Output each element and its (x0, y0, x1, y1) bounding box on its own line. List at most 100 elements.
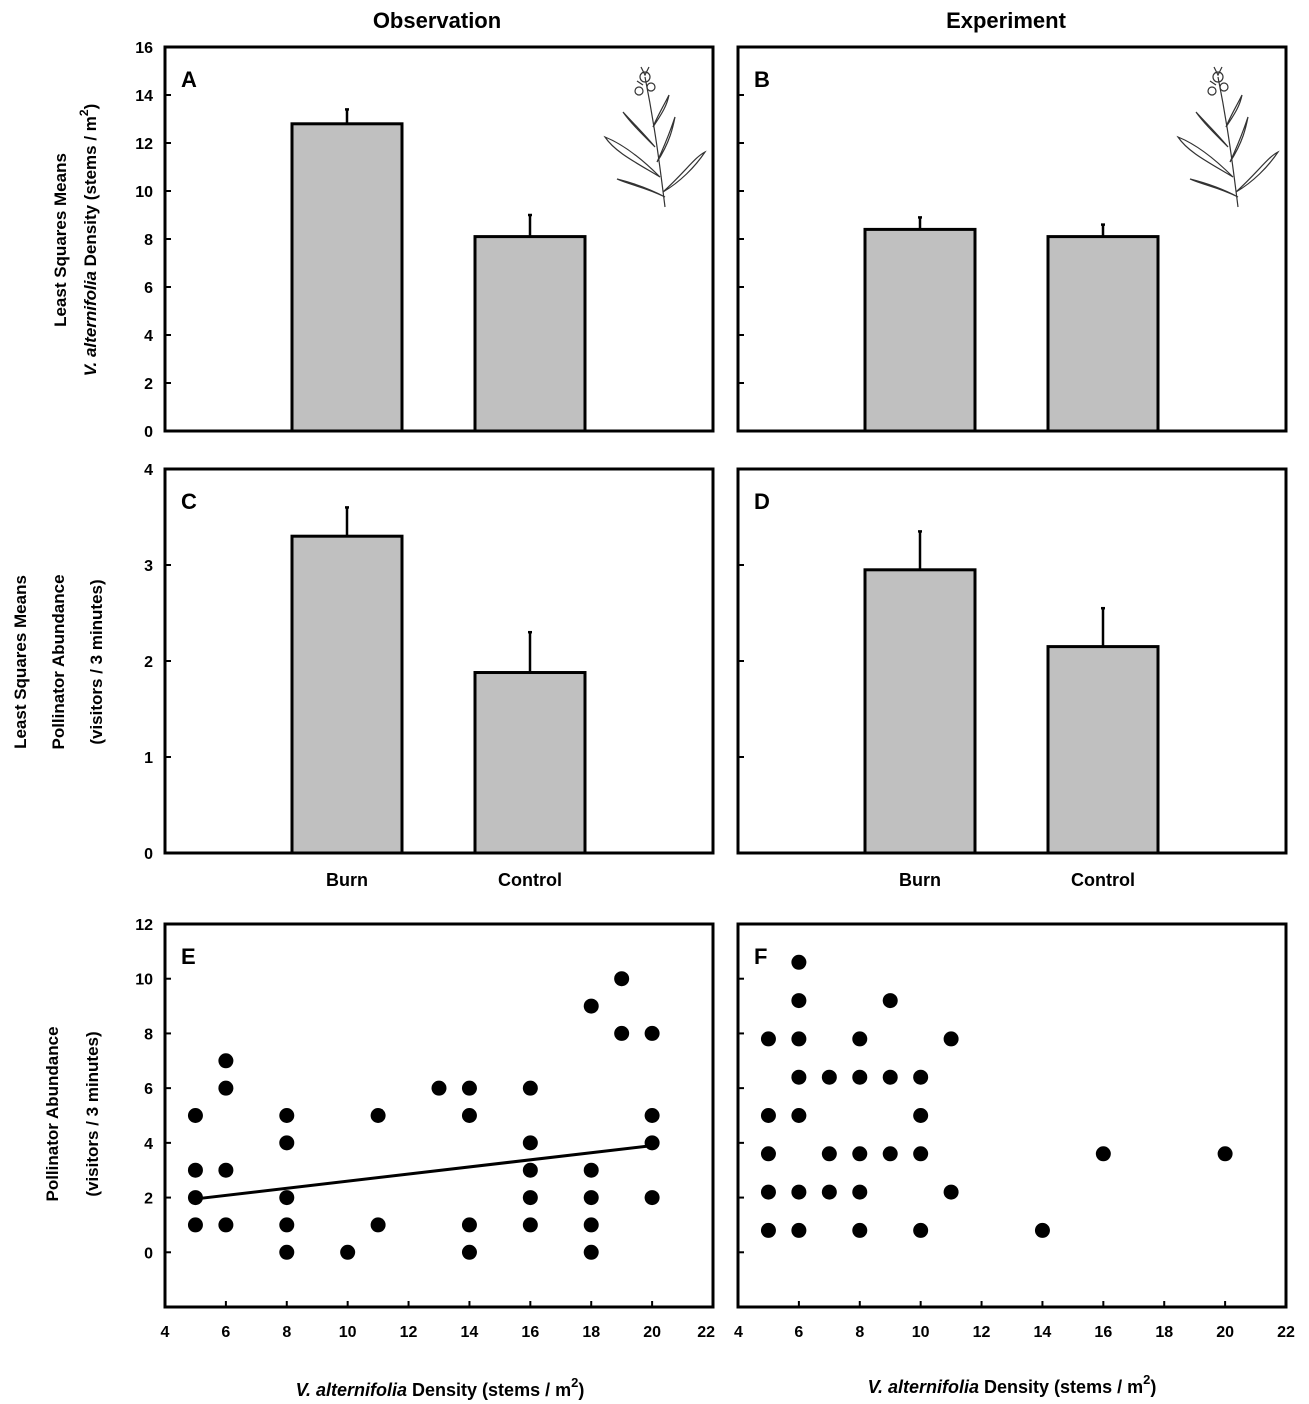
data-point (218, 1162, 234, 1178)
data-point (760, 1222, 776, 1238)
data-point (821, 1146, 837, 1162)
data-point (461, 1108, 477, 1123)
data-point (644, 1190, 660, 1206)
bar-burn (863, 227, 977, 433)
panel-label: A (181, 67, 197, 92)
x-tick-label: 14 (1034, 1324, 1052, 1341)
y-tick-label: 12 (135, 136, 153, 153)
data-point (791, 1069, 807, 1085)
x-tick-label: 4 (734, 1324, 743, 1341)
y-tick-label: 10 (135, 972, 153, 989)
data-point (583, 1162, 599, 1178)
data-point (791, 1031, 807, 1047)
bar-burn (863, 568, 977, 855)
plot-frame (736, 922, 1288, 1309)
y-tick-label: 6 (144, 1081, 153, 1098)
panel-e: E 0 2 4 6 8 10 12 4 6 8 10 12 14 16 18 20 22 (135, 917, 715, 1341)
data-point (522, 1190, 538, 1206)
x-tick-label: 14 (461, 1324, 479, 1341)
panel-label: E (181, 944, 196, 969)
data-point (583, 1217, 599, 1233)
bar-burn (290, 122, 404, 433)
y-tick-label: 2 (144, 1191, 153, 1208)
y-tick-label: 4 (144, 1136, 153, 1153)
y-tick-label: 4 (144, 462, 153, 479)
data-point (760, 1031, 776, 1047)
data-point (760, 1184, 776, 1200)
panel-d: D Burn Control (736, 467, 1288, 890)
column-title-experiment: Experiment (946, 8, 1066, 33)
y-tick-label: 3 (144, 558, 153, 575)
data-point (279, 1135, 295, 1151)
x-tick-label: 18 (1155, 1324, 1173, 1341)
data-point (644, 1108, 660, 1123)
y-tick-label: 10 (135, 184, 153, 201)
data-point (913, 1146, 929, 1162)
panel-b: B (736, 45, 1288, 433)
x-tick-label: 20 (1216, 1324, 1234, 1341)
data-point (583, 1190, 599, 1206)
data-point (461, 1244, 477, 1260)
category-label: Burn (899, 870, 941, 890)
panel-c: C 0 1 2 3 4 Burn Control (144, 462, 715, 890)
data-point (760, 1108, 776, 1123)
data-point (852, 1146, 868, 1162)
data-point (882, 1069, 898, 1085)
plot-frame (163, 45, 715, 433)
y-tick-label: 0 (144, 846, 153, 863)
data-point (644, 1025, 660, 1041)
data-point (187, 1162, 203, 1178)
data-point (187, 1217, 203, 1233)
category-label: Control (498, 870, 562, 890)
x-label-close: ) (578, 1380, 584, 1400)
data-point (821, 1184, 837, 1200)
y-tick-label: 8 (144, 232, 153, 249)
y-label-pollinator-means: Least Squares Means Pollinator Abundance… (11, 574, 106, 749)
x-tick-label: 18 (582, 1324, 600, 1341)
data-point (583, 998, 599, 1014)
data-point (791, 1108, 807, 1123)
data-point (279, 1217, 295, 1233)
x-tick-label: 12 (973, 1324, 991, 1341)
bar-control (1046, 235, 1160, 433)
x-label-species-f: V. alternifolia (868, 1377, 979, 1397)
y-tick-label: 12 (135, 917, 153, 934)
data-point (791, 993, 807, 1009)
x-tick-label: 20 (643, 1324, 661, 1341)
panel-label: D (754, 489, 770, 514)
y-tick-label: 1 (144, 750, 153, 767)
x-label-species: V. alternifolia (296, 1380, 407, 1400)
category-label: Control (1071, 870, 1135, 890)
x-label-close-f: ) (1150, 1377, 1156, 1397)
x-label-sup: 2 (571, 1375, 578, 1390)
data-point (461, 1080, 477, 1096)
data-point (218, 1080, 234, 1096)
bar-control (1046, 645, 1160, 855)
data-point (913, 1222, 929, 1238)
data-point (821, 1069, 837, 1085)
column-title-observation: Observation (373, 8, 501, 33)
y-tick-label: 2 (144, 654, 153, 671)
y-label-poll-line3: (visitors / 3 minutes) (87, 579, 106, 744)
data-point (1095, 1146, 1111, 1162)
y-label-poll-line1: Least Squares Means (11, 575, 30, 749)
x-tick-label: 12 (400, 1324, 418, 1341)
y-label-density-close: ) (81, 104, 100, 110)
y-tick-label: 0 (144, 424, 153, 441)
plot-frame (736, 467, 1288, 855)
data-point (218, 1217, 234, 1233)
data-point (760, 1146, 776, 1162)
x-tick-label: 6 (794, 1324, 803, 1341)
x-label-observation: V. alternifolia Density (stems / m2) (296, 1375, 585, 1400)
x-tick-label: 16 (1094, 1324, 1112, 1341)
data-point (218, 1053, 234, 1069)
x-tick-label: 22 (697, 1324, 715, 1341)
data-point (852, 1184, 868, 1200)
y-label-pollinator: Pollinator Abundance (visitors / 3 minut… (43, 1026, 102, 1201)
data-point (913, 1108, 929, 1123)
data-point (913, 1069, 929, 1085)
x-tick-label: 16 (521, 1324, 539, 1341)
data-point (852, 1069, 868, 1085)
data-point (1217, 1146, 1233, 1162)
